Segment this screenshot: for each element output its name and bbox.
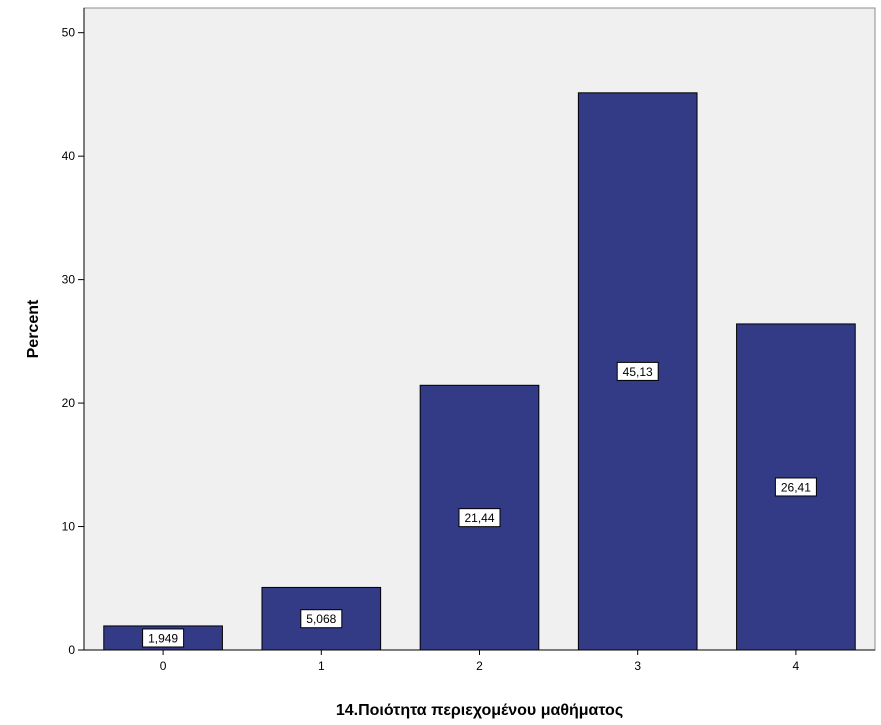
bar-series <box>103 92 856 651</box>
data-label: 5,068 <box>306 612 336 626</box>
y-tick-label: 0 <box>68 643 75 657</box>
y-tick-label: 10 <box>62 520 76 534</box>
data-label: 45,13 <box>623 365 653 379</box>
data-label: 21,44 <box>464 511 494 525</box>
y-tick-label: 50 <box>62 26 76 40</box>
data-label-box <box>774 477 817 497</box>
y-axis: 0 10 20 30 40 50 <box>62 8 85 657</box>
data-labels: 1,949 5,068 21,44 45,13 26,41 <box>142 361 817 648</box>
x-axis: 0 1 2 3 4 <box>84 649 875 673</box>
y-tick-label: 40 <box>62 149 76 163</box>
x-tick-label: 2 <box>476 659 483 673</box>
data-label: 26,41 <box>781 480 811 494</box>
data-label-box <box>616 361 659 381</box>
y-tick-label: 30 <box>62 273 76 287</box>
y-axis-title: Percent <box>25 299 42 358</box>
data-label-box <box>300 609 343 629</box>
x-tick-label: 4 <box>793 659 800 673</box>
y-tick-label: 20 <box>62 396 76 410</box>
data-label-box <box>458 508 501 528</box>
x-tick-label: 3 <box>634 659 641 673</box>
x-tick-label: 0 <box>160 659 167 673</box>
data-label-box <box>142 628 185 648</box>
x-tick-label: 1 <box>318 659 325 673</box>
data-label: 1,949 <box>148 631 178 645</box>
x-axis-title: 14.Ποιότητα περιεχομένου μαθήματος <box>336 702 623 719</box>
